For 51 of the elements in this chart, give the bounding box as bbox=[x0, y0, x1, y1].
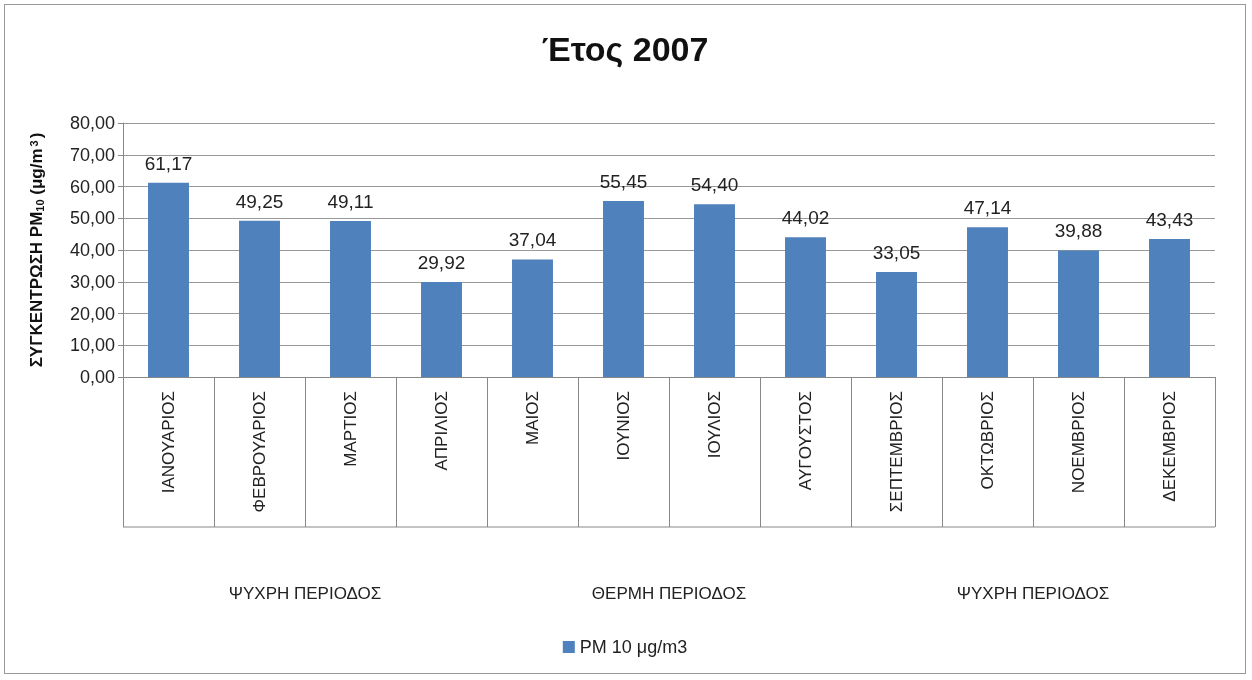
data-label: 39,88 bbox=[1054, 220, 1103, 242]
data-label: 43,43 bbox=[1145, 209, 1194, 231]
data-label: 37,04 bbox=[508, 229, 557, 251]
data-label: 29,92 bbox=[417, 252, 466, 273]
x-tick-label: ΑΥΓΟΥΣΤΟΣ bbox=[796, 391, 815, 491]
y-tick-label: 0,00 bbox=[79, 367, 115, 387]
x-tick-label: ΟΚΤΩΒΡΙΟΣ bbox=[978, 391, 997, 490]
data-label: 54,40 bbox=[690, 174, 739, 196]
bar bbox=[1058, 250, 1099, 377]
chart-title: Έτος 2007 bbox=[541, 30, 709, 68]
x-tick-label: ΦΕΒΡΟΥΑΡΙΟΣ bbox=[250, 391, 269, 513]
bar bbox=[148, 182, 189, 377]
y-axis-title: ΣΥΓΚΕΝΤΡΩΣΗ PM10 (μg/m3) bbox=[27, 132, 46, 368]
y-tick-label: 10,00 bbox=[69, 335, 115, 356]
text: ΘΕΡΜΗ ΠΕΡΙΟΔΟΣ bbox=[591, 583, 747, 603]
bar bbox=[694, 204, 735, 377]
x-tick-label: ΙΟΥΝΙΟΣ bbox=[614, 391, 633, 461]
bar bbox=[239, 220, 280, 377]
y-tick-label: 70,00 bbox=[69, 144, 115, 165]
bar bbox=[785, 237, 826, 377]
x-tick-label: ΙΟΥΛΙΟΣ bbox=[705, 391, 724, 459]
data-label: 33,05 bbox=[872, 242, 921, 264]
y-tick-label: 60,00 bbox=[69, 176, 115, 197]
x-tick-label: ΙΑΝΟΥΑΡΙΟΣ bbox=[159, 391, 178, 494]
bar bbox=[1149, 239, 1190, 377]
data-label: 44,02 bbox=[781, 207, 830, 229]
y-tick-label: 20,00 bbox=[69, 303, 115, 324]
legend-label: PM 10 μg/m3 bbox=[579, 637, 688, 657]
bar bbox=[603, 200, 644, 377]
bar bbox=[876, 272, 917, 377]
y-tick-label: 80,00 bbox=[69, 113, 115, 133]
x-tick-label: ΔΕΚΕΜΒΡΙΟΣ bbox=[1160, 391, 1179, 502]
y-tick-label: 40,00 bbox=[69, 240, 115, 260]
x-tick-label: ΜΑΙΟΣ bbox=[523, 391, 542, 445]
bar bbox=[512, 259, 553, 377]
bar bbox=[421, 282, 462, 377]
text: ΨΥΧΡΗ ΠΕΡΙΟΔΟΣ bbox=[956, 583, 1110, 603]
data-label: 61,17 bbox=[144, 152, 193, 174]
y-tick-label: 30,00 bbox=[69, 271, 115, 292]
bar bbox=[967, 227, 1008, 377]
x-tick-label: ΜΑΡΤΙΟΣ bbox=[341, 391, 360, 467]
data-label: 55,45 bbox=[599, 170, 648, 192]
data-label: 49,25 bbox=[235, 190, 284, 212]
x-tick-label: ΣΕΠΤΕΜΒΡΙΟΣ bbox=[887, 391, 906, 513]
data-label: 49,11 bbox=[327, 191, 374, 213]
x-tick-label: ΝΟΕΜΒΡΙΟΣ bbox=[1069, 391, 1088, 494]
data-label: 47,14 bbox=[963, 197, 1012, 219]
y-tick-label: 50,00 bbox=[69, 208, 115, 229]
x-tick-label: ΑΠΡΙΛΙΟΣ bbox=[432, 391, 451, 471]
bar bbox=[330, 221, 371, 377]
text: ΨΥΧΡΗ ΠΕΡΙΟΔΟΣ bbox=[228, 583, 382, 603]
